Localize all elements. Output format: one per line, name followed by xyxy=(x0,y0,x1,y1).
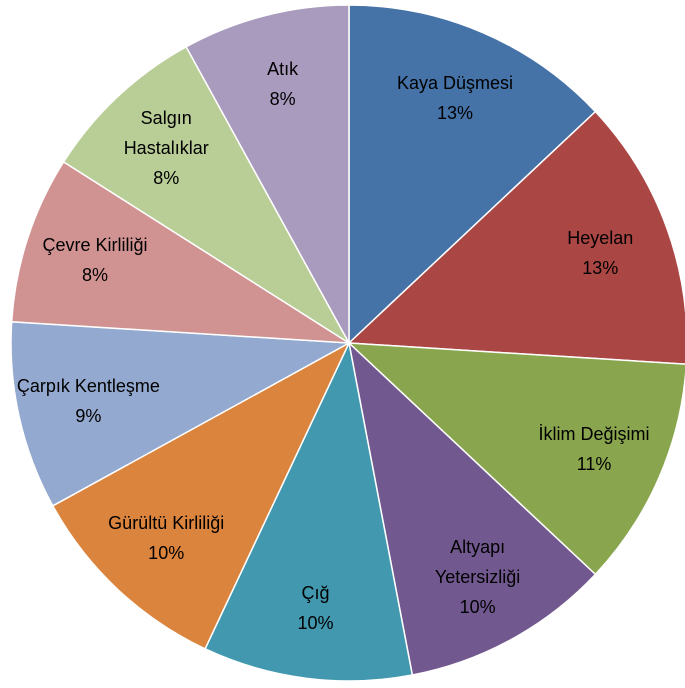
slice-value: 10% xyxy=(148,542,185,563)
slice-label: Çarpık Kentleşme 9% xyxy=(17,371,160,431)
slice-value: 10% xyxy=(297,612,334,633)
pie-slice xyxy=(51,341,351,650)
slice-category: Atık xyxy=(267,59,299,80)
slice-label: Salgın Hastalıklar 8% xyxy=(106,103,226,193)
slice-label: Kaya Düşmesi 13% xyxy=(397,68,513,128)
slice-category: Çığ xyxy=(301,582,330,603)
slice-category: Salgın Hastalıklar xyxy=(123,108,209,159)
slice-value: 8% xyxy=(153,168,180,189)
slice-category: Heyelan xyxy=(567,227,634,248)
slice-label: Çığ 10% xyxy=(298,578,334,638)
slice-category: Çevre Kirliliği xyxy=(42,235,148,256)
slice-value: 13% xyxy=(582,257,619,278)
slice-label: Heyelan 13% xyxy=(567,223,633,283)
pie-slice xyxy=(346,342,685,576)
slice-value: 10% xyxy=(459,596,496,617)
pie-slice xyxy=(10,160,350,344)
pie-slice xyxy=(62,45,350,344)
slice-label: Altyapı Yetersizliği 10% xyxy=(418,532,538,622)
pie-slice xyxy=(347,340,597,676)
slice-label: İklim Değişimi 11% xyxy=(539,419,650,479)
slice-value: 11% xyxy=(576,454,612,475)
slice-category: Kaya Düşmesi xyxy=(397,72,514,93)
slice-category: Çarpık Kentleşme xyxy=(16,376,160,397)
slice-category: İklim Değişimi xyxy=(538,424,650,445)
pie-slice xyxy=(185,4,350,344)
pie-slice xyxy=(347,110,685,365)
pie-slice xyxy=(348,4,597,345)
slice-value: 8% xyxy=(82,265,109,286)
slice-label: Gürültü Kirliliği 10% xyxy=(108,508,224,568)
slice-value: 8% xyxy=(269,89,296,110)
slice-category: Gürültü Kirliliği xyxy=(108,512,225,533)
pie-slice xyxy=(10,320,352,507)
slice-value: 13% xyxy=(437,102,474,123)
slice-label: Atık 8% xyxy=(267,54,298,114)
slice-label: Çevre Kirliliği 8% xyxy=(43,230,148,290)
pie-slice xyxy=(204,340,414,682)
slice-value: 9% xyxy=(75,406,102,427)
slice-category: Altyapı Yetersizliği xyxy=(434,536,521,587)
